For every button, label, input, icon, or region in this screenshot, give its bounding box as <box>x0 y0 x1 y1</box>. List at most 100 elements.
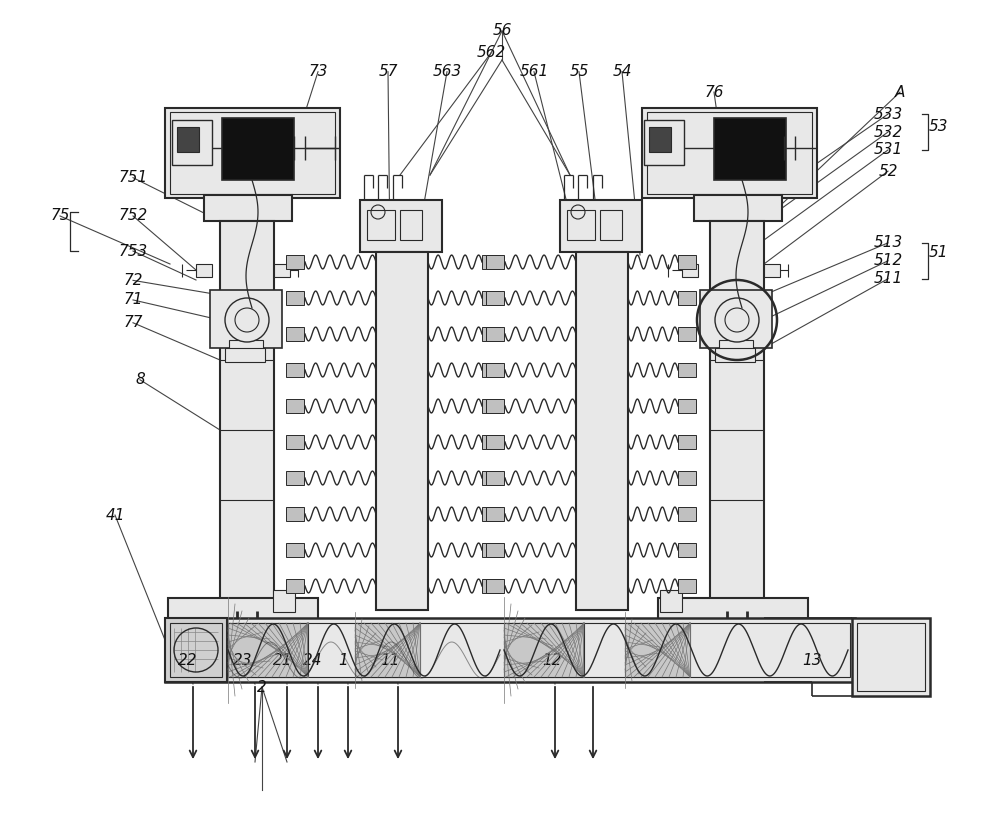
Bar <box>486 327 504 341</box>
Bar <box>286 543 304 557</box>
Bar <box>710 221 764 611</box>
Text: 2: 2 <box>257 680 267 694</box>
Bar <box>210 290 282 348</box>
Bar <box>658 598 808 620</box>
Text: 77: 77 <box>123 315 143 330</box>
Bar <box>678 471 696 485</box>
Bar <box>486 543 504 557</box>
Bar <box>857 623 925 691</box>
Bar <box>678 507 696 521</box>
Bar <box>286 435 304 449</box>
Bar <box>286 255 304 269</box>
Bar <box>678 435 696 449</box>
Bar <box>682 264 698 277</box>
Text: 76: 76 <box>704 85 724 99</box>
Bar <box>482 435 500 449</box>
Bar <box>376 252 428 610</box>
Bar <box>486 363 504 377</box>
Bar <box>482 291 500 305</box>
Text: 52: 52 <box>878 164 898 178</box>
Bar <box>852 618 930 696</box>
Text: 53: 53 <box>928 119 948 134</box>
Bar <box>482 363 500 377</box>
Bar <box>400 210 422 240</box>
Bar <box>486 471 504 485</box>
Bar <box>694 195 782 221</box>
Bar <box>625 623 690 677</box>
Text: 71: 71 <box>123 293 143 307</box>
Bar <box>678 363 696 377</box>
Text: 513: 513 <box>873 236 903 250</box>
Bar <box>715 348 755 362</box>
Bar <box>360 200 442 252</box>
Text: A: A <box>895 85 905 99</box>
Bar <box>678 291 696 305</box>
Bar <box>486 399 504 413</box>
Bar <box>286 363 304 377</box>
Bar <box>644 120 684 165</box>
Bar <box>286 579 304 593</box>
Bar <box>678 255 696 269</box>
Bar <box>714 118 786 180</box>
Bar <box>274 264 290 277</box>
Bar <box>482 255 500 269</box>
Bar <box>482 471 500 485</box>
Bar <box>486 579 504 593</box>
Bar <box>486 507 504 521</box>
Text: 563: 563 <box>432 64 462 79</box>
Bar <box>168 598 318 620</box>
Bar <box>660 590 682 612</box>
Text: 54: 54 <box>612 64 632 79</box>
Text: 11: 11 <box>380 653 400 667</box>
Text: 21: 21 <box>273 653 293 667</box>
Circle shape <box>725 308 749 332</box>
Text: 24: 24 <box>303 653 323 667</box>
Bar <box>286 399 304 413</box>
Bar <box>170 623 222 677</box>
Text: 751: 751 <box>118 170 148 185</box>
Bar <box>286 327 304 341</box>
Bar <box>177 127 199 152</box>
Text: 13: 13 <box>802 653 822 667</box>
Circle shape <box>715 298 759 342</box>
Bar <box>482 543 500 557</box>
Text: 51: 51 <box>928 245 948 260</box>
Text: 752: 752 <box>118 209 148 223</box>
Text: 57: 57 <box>378 64 398 79</box>
Bar <box>678 579 696 593</box>
Bar <box>286 291 304 305</box>
Bar <box>486 435 504 449</box>
Bar <box>273 590 295 612</box>
Bar <box>165 618 855 682</box>
Bar <box>222 118 294 180</box>
Bar <box>355 623 420 677</box>
Text: 75: 75 <box>50 209 70 223</box>
Bar <box>567 210 595 240</box>
Bar <box>560 200 642 252</box>
Bar <box>482 399 500 413</box>
Text: 72: 72 <box>123 273 143 288</box>
Bar <box>286 507 304 521</box>
Bar <box>600 210 622 240</box>
Bar <box>196 264 212 277</box>
Text: 531: 531 <box>873 143 903 157</box>
Bar <box>504 623 584 677</box>
Bar <box>482 327 500 341</box>
Bar <box>225 348 265 362</box>
Bar <box>700 290 772 348</box>
Bar <box>719 340 753 350</box>
Bar <box>229 340 263 350</box>
Text: 533: 533 <box>873 107 903 121</box>
Text: 73: 73 <box>308 64 328 79</box>
Text: 512: 512 <box>873 253 903 268</box>
Bar <box>204 195 292 221</box>
Bar <box>286 471 304 485</box>
Bar <box>576 252 628 610</box>
Circle shape <box>235 308 259 332</box>
Text: 23: 23 <box>233 653 253 667</box>
Bar <box>228 623 308 677</box>
Text: 1: 1 <box>338 653 348 667</box>
Bar <box>678 399 696 413</box>
Bar <box>172 120 212 165</box>
Text: 532: 532 <box>873 125 903 139</box>
